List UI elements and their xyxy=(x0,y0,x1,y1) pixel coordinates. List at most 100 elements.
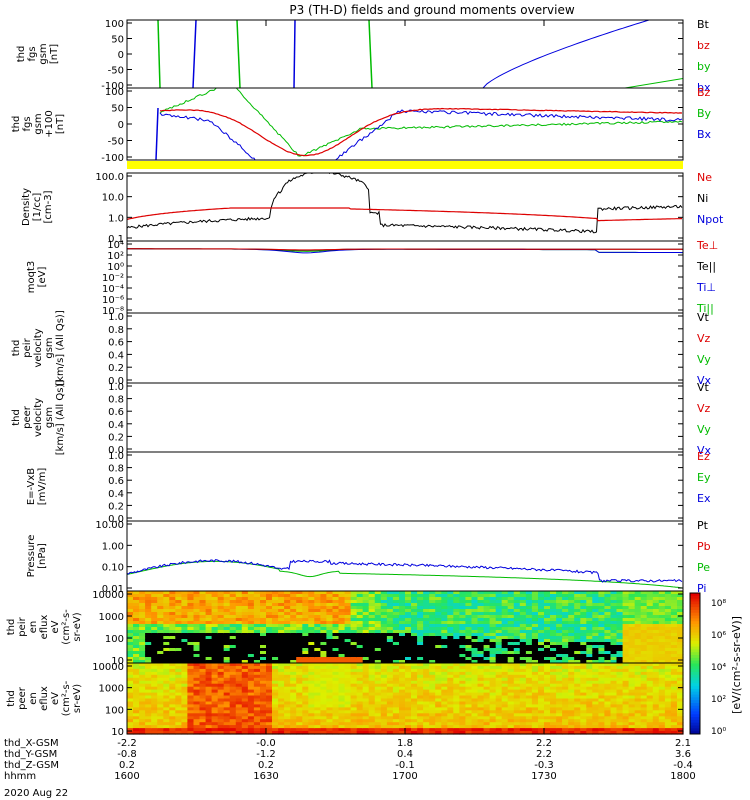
ephemeris-value: 1630 xyxy=(253,771,278,782)
spectrogram-cell xyxy=(519,627,527,631)
spectrogram-cell xyxy=(175,618,182,622)
y-tick-label: 0.0 xyxy=(108,445,124,456)
spectrogram-cell xyxy=(266,648,273,652)
spectrogram-cell xyxy=(538,660,545,664)
spectrogram-cell xyxy=(392,657,400,661)
spectrogram-cell xyxy=(471,603,479,607)
spectrogram-cell xyxy=(266,609,273,613)
spectrogram-cell xyxy=(253,606,261,610)
spectrogram-cell xyxy=(163,713,170,717)
spectrogram-cell xyxy=(598,680,605,685)
spectrogram-cell xyxy=(181,680,188,685)
spectrogram-cell xyxy=(477,716,485,720)
spectrogram-cell xyxy=(290,722,297,726)
spectrogram-cell xyxy=(229,651,237,655)
spectrogram-cell xyxy=(211,677,219,682)
spectrogram-cell xyxy=(453,695,460,700)
spectrogram-cell xyxy=(435,627,442,631)
spectrogram-cell xyxy=(320,713,327,717)
spectrogram-cell xyxy=(525,692,533,697)
spectrogram-cell xyxy=(278,704,285,708)
spectrogram-cell xyxy=(483,689,491,694)
spectrogram-cell xyxy=(314,707,321,711)
spectrogram-cell xyxy=(338,707,346,711)
spectrogram-cell xyxy=(163,686,170,691)
spectrogram-cell xyxy=(356,609,364,613)
spectrogram-cell xyxy=(362,621,370,625)
spectrogram-cell xyxy=(350,719,358,723)
spectrogram-cell xyxy=(495,651,503,655)
spectrogram-cell xyxy=(670,731,678,735)
spectrogram-cell xyxy=(556,630,563,634)
spectrogram-cell xyxy=(598,666,605,670)
spectrogram-cell xyxy=(453,606,460,610)
spectrogram-cell xyxy=(477,654,485,658)
spectrogram-cell xyxy=(513,615,521,619)
spectrogram-cell xyxy=(380,704,388,708)
panel-frame-efield xyxy=(126,451,684,522)
spectrogram-cell xyxy=(272,639,279,643)
spectrogram-cell xyxy=(278,695,285,700)
spectrogram-cell xyxy=(386,701,394,706)
spectrogram-cell xyxy=(187,657,194,661)
spectrogram-cell xyxy=(145,689,152,694)
spectrogram-cell xyxy=(338,680,346,685)
spectrogram-cell xyxy=(652,695,660,700)
spectrogram-cell xyxy=(519,591,527,595)
spectrogram-cell xyxy=(435,728,442,732)
spectrogram-cell xyxy=(411,680,418,685)
spectrogram-cell xyxy=(278,731,285,735)
spectrogram-cell xyxy=(278,683,285,688)
spectrogram-cell xyxy=(284,615,291,619)
spectrogram-cell xyxy=(229,633,237,637)
spectrogram-cell xyxy=(260,594,267,598)
spectrogram-cell xyxy=(320,609,327,613)
spectrogram-cell xyxy=(405,695,412,700)
spectrogram-cell xyxy=(229,591,237,595)
spectrogram-cell xyxy=(145,680,152,685)
spectrogram-cell xyxy=(531,645,539,649)
y-tick-label: 0.8 xyxy=(108,325,124,336)
spectrogram-cell xyxy=(350,606,358,610)
spectrogram-cell xyxy=(423,689,430,694)
spectrogram-cell xyxy=(350,657,358,661)
spectrogram-cell xyxy=(562,671,569,676)
spectrogram-cell xyxy=(338,654,346,658)
spectrogram-cell xyxy=(405,642,412,646)
spectrogram-cell xyxy=(374,666,382,670)
spectrogram-cell xyxy=(302,639,309,643)
spectrogram-cell xyxy=(598,689,605,694)
spectrogram-cell xyxy=(169,666,176,670)
spectrogram-cell xyxy=(604,594,611,598)
spectrogram-cell xyxy=(574,651,581,655)
spectrogram-cell xyxy=(272,663,279,667)
spectrogram-cell xyxy=(417,701,424,706)
spectrogram-cell xyxy=(187,698,194,703)
spectrogram-cell xyxy=(235,648,243,652)
spectrogram-cell xyxy=(127,621,134,625)
spectrogram-cell xyxy=(670,707,678,711)
spectrogram-cell xyxy=(550,633,557,637)
spectrogram-cell xyxy=(217,686,225,691)
spectrogram-cell xyxy=(465,597,472,601)
spectrogram-cell xyxy=(568,710,575,714)
spectrogram-cell xyxy=(525,624,533,628)
spectrogram-cell xyxy=(453,689,460,694)
spectrogram-cell xyxy=(133,692,140,697)
spectrogram-cell xyxy=(356,600,364,604)
spectrogram-cell xyxy=(634,624,642,628)
spectrogram-cell xyxy=(380,627,388,631)
spectrogram-cell xyxy=(423,600,430,604)
spectrogram-cell xyxy=(459,648,466,652)
spectrogram-cell xyxy=(538,704,545,708)
spectrogram-cell xyxy=(441,597,448,601)
spectrogram-cell xyxy=(556,627,563,631)
spectrogram-cell xyxy=(241,701,249,706)
spectrogram-cell xyxy=(380,666,388,670)
spectrogram-cell xyxy=(586,731,593,735)
spectrogram-cell xyxy=(350,654,358,658)
spectrogram-cell xyxy=(127,624,134,628)
spectrogram-cell xyxy=(145,701,152,706)
spectrogram-cell xyxy=(145,728,152,732)
spectrogram-cell xyxy=(544,701,551,706)
